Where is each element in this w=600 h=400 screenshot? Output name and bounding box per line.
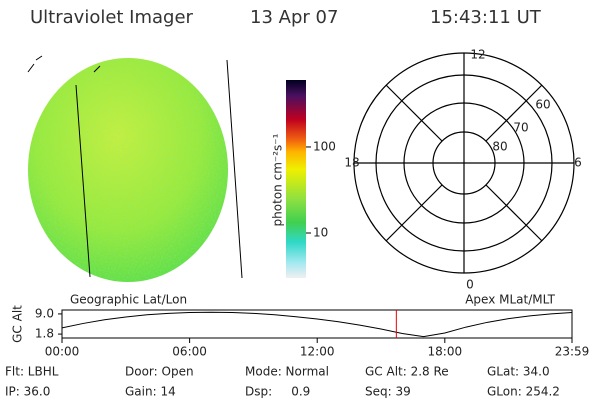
mlt-label: 18 xyxy=(344,156,359,170)
x-tick-label: 00:00 xyxy=(45,345,80,359)
time: 15:43:11 UT xyxy=(430,7,542,28)
title: Ultraviolet Imager xyxy=(30,7,194,28)
colorbar-tick-label: 100 xyxy=(313,139,336,153)
y-tick-label: 9.0 xyxy=(35,306,54,320)
status-field: Gain: 14 xyxy=(125,385,176,399)
lat-label: 60 xyxy=(535,98,550,112)
mlt-label: 0 xyxy=(466,278,474,292)
uv-image xyxy=(27,55,243,282)
polar-grid xyxy=(353,52,575,274)
orbit-right-label: Apex MLat/MLT xyxy=(465,293,555,307)
status-field: Mode: Normal xyxy=(245,365,329,379)
lat-label: 80 xyxy=(492,140,507,154)
orbit-frame xyxy=(61,309,573,339)
orbit-left-label: Geographic Lat/Lon xyxy=(70,293,187,307)
x-tick-label: 06:00 xyxy=(172,345,207,359)
mlt-label: 6 xyxy=(574,156,582,170)
status-field: GLon: 254.2 xyxy=(487,385,560,399)
altitude-line xyxy=(61,311,573,338)
status-field: Dsp: 0.9 xyxy=(245,385,310,399)
colorbar xyxy=(286,80,306,278)
x-tick-label: 18:00 xyxy=(428,345,463,359)
orbit-ylabel: GC Alt xyxy=(11,305,25,343)
colorbar-tick-label: 10 xyxy=(313,226,328,240)
status-field: Seq: 39 xyxy=(365,385,411,399)
lat-label: 70 xyxy=(513,121,528,135)
x-tick-label: 23:59 xyxy=(555,345,590,359)
status-field: Door: Open xyxy=(125,365,194,379)
colorbar-label: photon cm⁻²s⁻¹ xyxy=(271,133,285,226)
status-field: GLat: 34.0 xyxy=(487,365,550,379)
x-tick-label: 12:00 xyxy=(300,345,335,359)
mlt-label: 12 xyxy=(470,48,485,62)
status-field: Flt: LBHL xyxy=(5,365,59,379)
date: 13 Apr 07 xyxy=(250,7,338,28)
status-field: GC Alt: 2.8 Re xyxy=(365,365,449,379)
y-tick-label: 1.8 xyxy=(35,327,54,341)
status-field: IP: 36.0 xyxy=(5,385,50,399)
